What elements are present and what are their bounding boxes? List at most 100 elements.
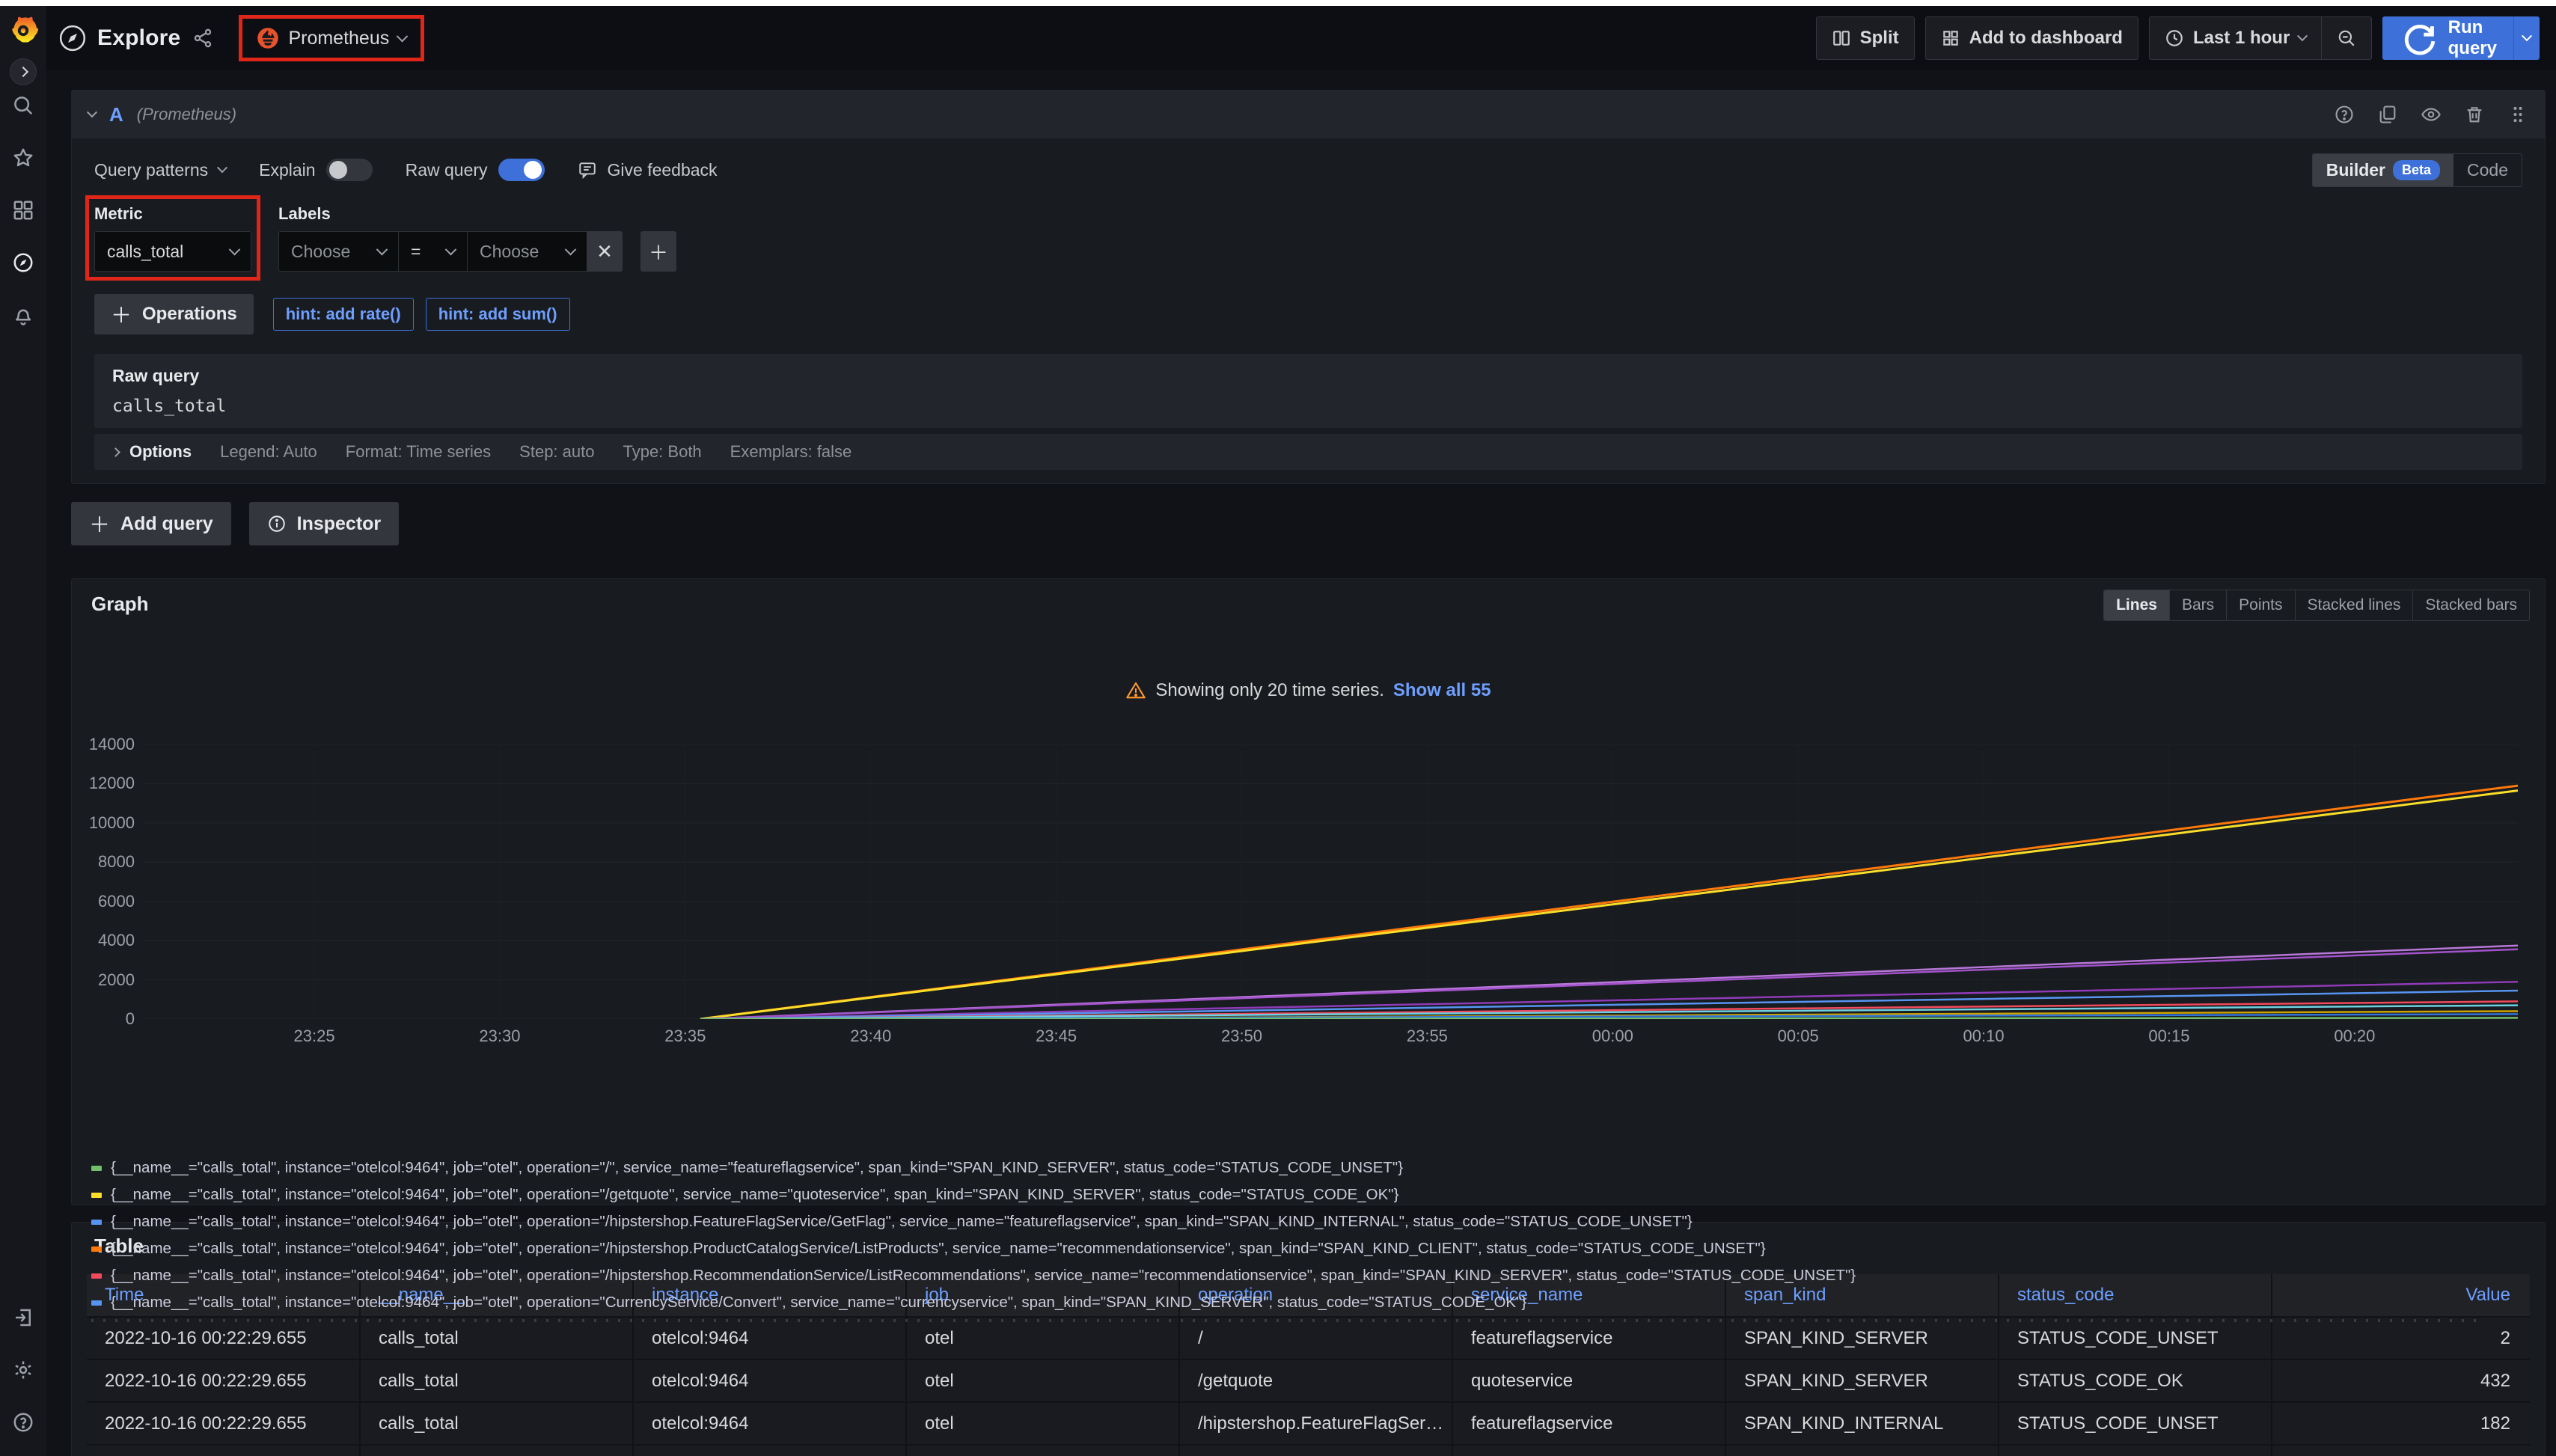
disable-query-eye-icon[interactable] (2421, 104, 2442, 125)
query-patterns-dropdown[interactable]: Query patterns (94, 160, 226, 180)
table-cell: /getquote (1179, 1359, 1452, 1402)
x-axis-tick: 23:35 (640, 1027, 730, 1046)
table-cell: otel (906, 1317, 1179, 1359)
query-row-header[interactable]: A (Prometheus) (72, 91, 2545, 138)
graph-mode-lines[interactable]: Lines (2104, 590, 2169, 620)
operations-button[interactable]: ＋ Operations (94, 294, 254, 334)
x-axis-tick: 00:00 (1568, 1027, 1657, 1046)
legend-entry-text: {__name__="calls_total", instance="otelc… (111, 1159, 1403, 1177)
graph-mode-points[interactable]: Points (2226, 590, 2294, 620)
time-range-picker[interactable]: Last 1 hour (2149, 16, 2322, 60)
grafana-logo[interactable] (6, 12, 40, 46)
graph-mode-stacked-bars[interactable]: Stacked bars (2412, 590, 2529, 620)
sidebar-expand-button[interactable] (10, 58, 37, 85)
starred-icon[interactable] (10, 145, 36, 171)
x-axis-tick: 23:25 (269, 1027, 359, 1046)
split-icon (1832, 28, 1851, 48)
plot-area[interactable] (144, 744, 2518, 1019)
help-icon[interactable] (10, 1410, 36, 1435)
plus-icon: ＋ (89, 509, 110, 539)
y-axis-tick: 8000 (75, 852, 135, 872)
query-help-icon[interactable] (2334, 104, 2355, 125)
legend-entry-text: {__name__="calls_total", instance="otelc… (111, 1294, 1526, 1312)
label-value-select[interactable]: Choose (467, 231, 587, 272)
settings-icon[interactable] (10, 1357, 36, 1383)
legend-entry[interactable]: {__name__="calls_total", instance="otelc… (91, 1181, 2525, 1208)
x-axis-tick: 23:40 (826, 1027, 916, 1046)
metric-select[interactable]: calls_total (94, 231, 251, 272)
table-cell: SPAN_KIND_INTERNAL (1725, 1402, 1999, 1445)
table-cell: SPAN_KIND_SERVER (1725, 1359, 1999, 1402)
split-button[interactable]: Split (1816, 16, 1915, 60)
hint-button-0[interactable]: hint: add rate() (273, 298, 414, 331)
legend-entry[interactable]: {__name__="calls_total", instance="otelc… (91, 1154, 2525, 1181)
builder-tab[interactable]: Builder Beta (2313, 154, 2453, 186)
datasource-picker[interactable]: Prometheus (243, 19, 420, 57)
add-query-button[interactable]: ＋ Add query (71, 502, 231, 545)
legend-swatch-icon (91, 1300, 102, 1306)
table-cell: featureflagservice (1452, 1402, 1725, 1445)
raw-query-toggle[interactable]: Raw query (406, 159, 545, 181)
table-cell: quoteservice (1452, 1359, 1725, 1402)
y-axis-tick: 4000 (75, 931, 135, 950)
options-bar[interactable]: Options Legend: AutoFormat: Time seriesS… (94, 434, 2522, 470)
show-all-series-link[interactable]: Show all 55 (1393, 680, 1491, 701)
legend-entry[interactable]: {__name__="calls_total", instance="otelc… (91, 1289, 2525, 1316)
plot-wrap: 02000400060008000100001200014000 23:2523… (91, 744, 2525, 1066)
share-icon[interactable] (192, 28, 213, 49)
raw-query-label: Raw query (112, 366, 2504, 386)
explore-compass-icon (58, 24, 87, 52)
legend-entry-text: {__name__="calls_total", instance="otelc… (111, 1240, 1766, 1258)
raw-query-switch[interactable] (498, 159, 545, 181)
label-operator-select[interactable]: = (398, 231, 467, 272)
collapse-chevron-icon[interactable] (87, 107, 97, 117)
alerting-icon[interactable] (10, 302, 36, 328)
explain-switch[interactable] (326, 159, 373, 181)
legend-entry[interactable]: {__name__="calls_total", instance="otelc… (91, 1235, 2525, 1262)
explain-toggle[interactable]: Explain (259, 159, 372, 181)
drag-handle-icon[interactable] (2507, 104, 2528, 125)
graph-mode-stacked-lines[interactable]: Stacked lines (2295, 590, 2413, 620)
table-cell: STATUS_CODE_UNSET (1999, 1445, 2272, 1456)
table-cell: otel (906, 1445, 1179, 1456)
run-query-caret[interactable] (2513, 16, 2540, 60)
y-axis-tick: 0 (75, 1009, 135, 1029)
remove-label-filter-button[interactable]: ✕ (587, 231, 623, 272)
code-tab[interactable]: Code (2453, 154, 2522, 186)
x-axis-tick: 23:50 (1197, 1027, 1287, 1046)
duplicate-query-icon[interactable] (2377, 104, 2398, 125)
y-axis-tick: 6000 (75, 892, 135, 911)
zoom-out-button[interactable] (2322, 16, 2372, 60)
give-feedback-link[interactable]: Give feedback (578, 160, 718, 180)
table-cell: 2022-10-16 00:22:29.655 (87, 1359, 360, 1402)
table-cell: calls_total (360, 1445, 633, 1456)
search-icon[interactable] (10, 93, 36, 118)
options-summary-item: Type: Both (623, 442, 701, 462)
sign-in-icon[interactable] (10, 1305, 36, 1330)
query-datasource-hint: (Prometheus) (137, 105, 236, 124)
add-to-dashboard-button[interactable]: Add to dashboard (1925, 16, 2138, 60)
legend-entry[interactable]: {__name__="calls_total", instance="otelc… (91, 1262, 2525, 1289)
table-cell: / (1179, 1317, 1452, 1359)
table-row: 2022-10-16 00:22:29.655calls_totalotelco… (87, 1445, 2530, 1456)
raw-query-text: calls_total (112, 397, 2504, 416)
inspector-button[interactable]: Inspector (249, 502, 400, 545)
labels-label: Labels (278, 204, 676, 224)
label-key-select[interactable]: Choose (278, 231, 398, 272)
legend-entry[interactable]: {__name__="calls_total", instance="otelc… (91, 1208, 2525, 1235)
explore-icon[interactable] (10, 250, 36, 275)
add-label-filter-button[interactable]: ＋ (640, 231, 676, 272)
clock-icon (2165, 28, 2184, 48)
page-title: Explore (97, 25, 180, 51)
hint-button-1[interactable]: hint: add sum() (426, 298, 570, 331)
graph-mode-bars[interactable]: Bars (2169, 590, 2226, 620)
table-row: 2022-10-16 00:22:29.655calls_totalotelco… (87, 1317, 2530, 1359)
table-cell: 2022-10-16 00:22:29.655 (87, 1317, 360, 1359)
delete-query-trash-icon[interactable] (2464, 104, 2485, 125)
dashboards-icon[interactable] (10, 198, 36, 223)
hint-buttons: hint: add rate() hint: add sum() (273, 298, 570, 331)
x-axis-tick: 23:30 (455, 1027, 545, 1046)
metric-group: Metric calls_total (94, 204, 251, 272)
warning-triangle-icon (1125, 680, 1146, 701)
run-query-button[interactable]: Run query (2382, 16, 2513, 60)
